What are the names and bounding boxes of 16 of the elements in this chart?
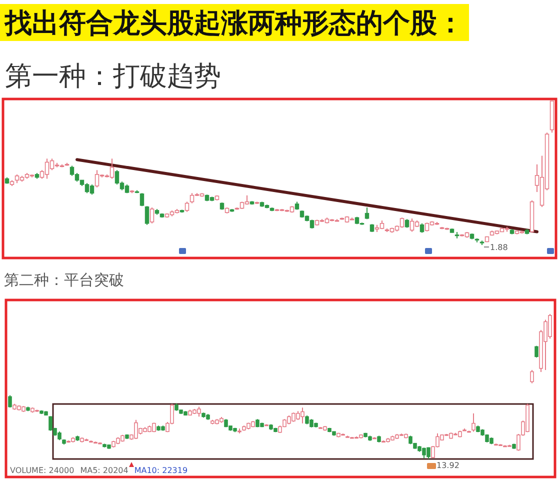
candlestick [184, 201, 190, 212]
text: MA10: 22319 [134, 466, 188, 475]
candlestick [472, 412, 476, 432]
candlestick [530, 369, 534, 384]
annotation: 1.88 [490, 243, 508, 252]
chart-title: 第二种：平台突破 [4, 271, 124, 289]
candlestick [144, 206, 150, 226]
candlestick [8, 394, 12, 408]
chart-subtitle: 第一种：打破趋势 [5, 61, 221, 92]
candlestick [150, 207, 154, 224]
text: VOLUME: 24000 [10, 466, 74, 475]
text: 13.92 [436, 461, 460, 470]
text: MA5: 20204 [80, 466, 128, 475]
chart-title: 找出符合龙头股起涨两种形态的个股： [4, 8, 464, 39]
candlestick [140, 192, 144, 207]
candlestick [420, 222, 424, 234]
